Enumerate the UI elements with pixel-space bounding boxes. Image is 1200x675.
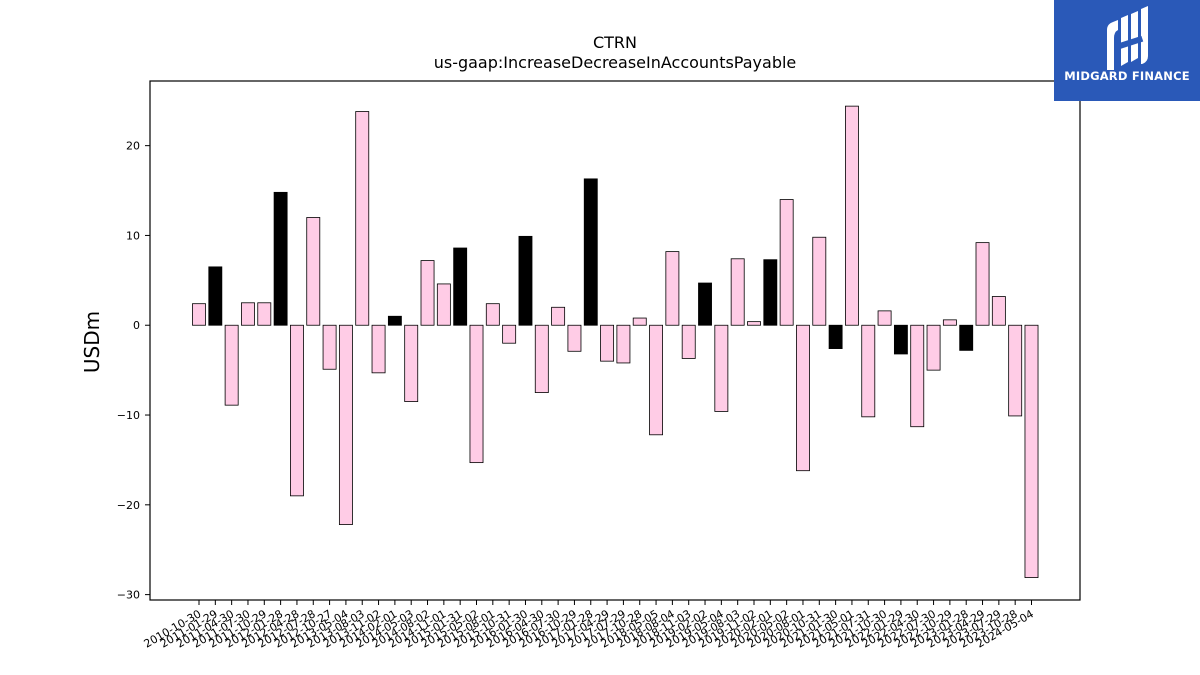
- midgard-logo-icon: [1107, 6, 1148, 70]
- bar-2016-04-30: [534, 324, 549, 393]
- bar-2021-10-30: [877, 310, 892, 326]
- bar-2015-10-31: [502, 324, 517, 344]
- bar-2011-01-29: [208, 266, 223, 326]
- bar-2022-07-30: [926, 324, 941, 371]
- y-tick-label: 10: [126, 229, 140, 242]
- bar-2020-02-01: [763, 259, 778, 326]
- bar-2012-04-28: [290, 324, 304, 497]
- y-axis-ticks: −30 −20 −10 0 10 20: [117, 140, 150, 602]
- bar-2016-07-30: [551, 306, 566, 326]
- bar-2014-11-01: [436, 283, 451, 326]
- bar-2021-05-01: [845, 105, 859, 326]
- bar-2012-01-28: [273, 191, 288, 326]
- bar-2017-07-29: [616, 324, 631, 364]
- bar-2010-10-30: [192, 303, 206, 326]
- bar-2022-04-30: [910, 324, 925, 428]
- chart-title: CTRN: [593, 33, 637, 52]
- bar-2020-08-01: [796, 324, 810, 472]
- bar-2020-05-02: [779, 199, 794, 326]
- bar-2016-01-30: [518, 235, 533, 326]
- bar-2018-05-05: [649, 324, 663, 436]
- brand-name: MIDGARD FINANCE: [1064, 69, 1190, 83]
- bar-2017-10-28: [632, 317, 647, 326]
- bar-2021-01-30: [828, 324, 843, 349]
- bar-2019-05-04: [714, 324, 729, 412]
- bar-2014-08-02: [420, 260, 435, 326]
- bar-2014-05-03: [404, 324, 419, 402]
- bar-2014-02-01: [387, 315, 402, 326]
- y-tick-label: −30: [117, 589, 140, 602]
- y-axis-label: USDm: [80, 311, 104, 373]
- bar-2017-01-28: [583, 178, 598, 326]
- bar-2024-05-04: [1024, 324, 1039, 578]
- bar-2017-04-29: [600, 324, 615, 362]
- bar-2023-04-29: [975, 242, 990, 326]
- bar-2013-08-03: [355, 111, 370, 326]
- x-axis-ticks: 2010-10-302011-01-292011-04-302011-07-30…: [142, 600, 1036, 651]
- bar-2018-11-03: [681, 324, 696, 359]
- bar-series: [192, 105, 1039, 578]
- brand-logo: MIDGARD FINANCE: [1054, 0, 1200, 101]
- plot-frame: [149, 80, 1081, 601]
- bar-2023-10-28: [1008, 324, 1023, 417]
- chart-subtitle: us-gaap:IncreaseDecreaseInAccountsPayabl…: [434, 53, 797, 72]
- bar-2023-01-28: [959, 324, 974, 351]
- y-tick-label: 20: [126, 140, 140, 153]
- bar-2022-10-29: [942, 319, 957, 326]
- y-tick-label: 0: [133, 319, 140, 332]
- bar-2012-07-28: [306, 217, 321, 326]
- bar-2012-10-27: [322, 324, 337, 370]
- bar-2013-11-02: [371, 324, 386, 374]
- bar-2015-05-02: [469, 324, 484, 464]
- bar-2011-10-29: [257, 302, 272, 326]
- bar-2011-07-30: [241, 302, 255, 326]
- bar-2019-08-03: [730, 258, 745, 326]
- bar-2015-08-01: [485, 303, 500, 326]
- bar-2013-05-04: [338, 324, 353, 525]
- bar-2021-07-31: [861, 324, 876, 418]
- bar-2018-08-04: [665, 251, 680, 326]
- bar-2019-11-02: [747, 321, 761, 326]
- bar-2015-01-31: [453, 247, 468, 326]
- bar-2020-10-31: [812, 236, 827, 326]
- y-tick-label: −20: [117, 499, 140, 512]
- bar-2016-10-29: [567, 324, 582, 352]
- bar-2022-01-29: [893, 324, 908, 355]
- bar-2023-07-29: [991, 296, 1006, 326]
- y-tick-label: −10: [117, 409, 140, 422]
- bar-2019-02-02: [698, 282, 712, 326]
- bar-2011-04-30: [224, 324, 239, 406]
